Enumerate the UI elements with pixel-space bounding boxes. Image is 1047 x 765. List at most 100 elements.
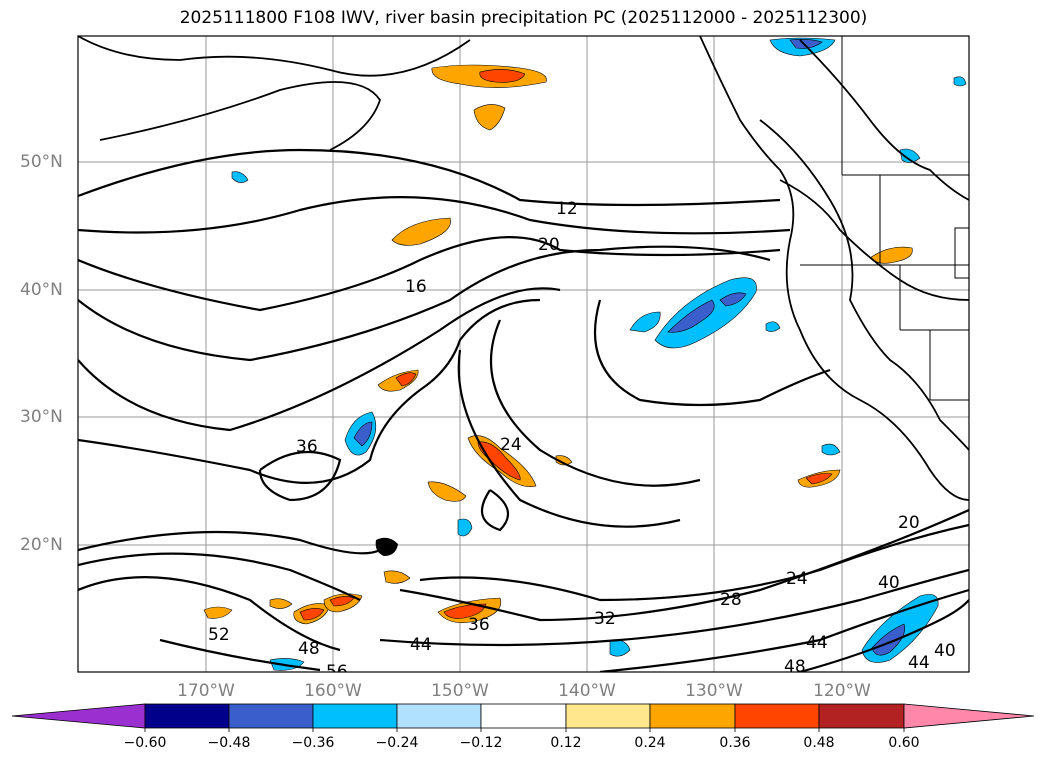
contour-label: 16 [405, 277, 427, 297]
contour-line [78, 196, 791, 235]
contour-label: 40 [934, 641, 956, 661]
contour-line [78, 236, 781, 312]
lon-label-150w: 150°W [431, 681, 489, 701]
contour-line [480, 489, 510, 532]
coastline [99, 81, 381, 151]
precip-patch [789, 39, 823, 49]
lat-label-30n: 30°N [20, 407, 63, 427]
contour-line [399, 508, 969, 622]
colorbar-segment [312, 703, 398, 729]
lon-label-140w: 140°W [558, 681, 616, 701]
precip-patch [269, 598, 293, 609]
colorbar-segment [734, 703, 820, 729]
contour-line [78, 530, 381, 555]
contour-line [593, 299, 831, 407]
lon-label-120w: 120°W [813, 681, 871, 701]
precip-patch [203, 606, 233, 619]
contour-label: 36 [296, 437, 318, 457]
map-title: 2025111800 F108 IWV, river basin precipi… [179, 8, 868, 28]
contour-label: 56 [326, 662, 348, 682]
colorbar-label: 0.24 [634, 735, 666, 751]
contour-line [457, 349, 681, 528]
colorbar-segment [565, 703, 651, 729]
colorbar-label: −0.24 [375, 735, 419, 751]
lat-label-20n: 20°N [20, 535, 63, 555]
precip-patch [299, 608, 325, 621]
lon-label-130w: 130°W [685, 681, 743, 701]
colorbar-segment [649, 703, 736, 729]
precip-patch [477, 441, 521, 481]
lon-label-170w: 170°W [177, 681, 235, 701]
precip-patch [479, 69, 526, 83]
iwv-contours [78, 148, 969, 672]
contour-label: 36 [468, 615, 490, 635]
precip-patch [765, 321, 781, 332]
colorbar-label: 0.60 [888, 735, 920, 751]
colorbar-label: 0.36 [719, 735, 751, 751]
contour-line [379, 568, 969, 647]
map-area [78, 36, 969, 672]
precip-patch [719, 292, 747, 307]
north-america-coast [78, 36, 969, 501]
precip-patch [473, 104, 506, 131]
map-frame [77, 35, 970, 673]
precip-patch [383, 570, 411, 584]
precip-patch [457, 518, 473, 537]
colorbar-label: −0.60 [123, 735, 167, 751]
colorbar-high-extend [903, 703, 1035, 729]
precip-patch [667, 299, 715, 333]
contour-line [159, 638, 321, 672]
precip-patch [805, 473, 833, 485]
precip-patch [395, 372, 417, 387]
contour-label: 20 [538, 235, 560, 255]
precip-patch [821, 443, 841, 456]
precip-patch [427, 481, 467, 502]
coastline [78, 36, 471, 77]
hawaii-island [375, 537, 398, 556]
coastline [699, 36, 969, 501]
contour-line [489, 319, 701, 487]
colorbar-label: 0.48 [803, 735, 835, 751]
precip-patch [391, 217, 451, 246]
contour-line [799, 599, 969, 672]
contour-line [419, 523, 969, 602]
precip-patch [953, 76, 967, 87]
contour-label: 28 [720, 590, 742, 610]
contour-line [78, 552, 361, 601]
contour-label: 48 [298, 639, 320, 659]
precip-patch [555, 455, 573, 466]
contour-labels: 12 20 16 36 24 20 24 28 32 36 44 48 52 5… [208, 199, 956, 682]
precip-patch [899, 148, 921, 163]
contour-line [78, 245, 771, 362]
contour-label: 48 [784, 657, 806, 677]
contour-label: 44 [410, 635, 432, 655]
precip-positive-patches [203, 64, 913, 625]
precip-patch [231, 171, 249, 183]
lat-label-50n: 50°N [20, 152, 63, 172]
colorbar-label: 0.12 [550, 735, 582, 751]
lon-label-160w: 160°W [304, 681, 362, 701]
colorbar [11, 703, 1035, 732]
colorbar-label: −0.36 [291, 735, 335, 751]
colorbar-label: −0.12 [459, 735, 503, 751]
colorbar-segment [480, 703, 567, 729]
contour-line [258, 450, 342, 502]
colorbar-label: −0.48 [207, 735, 251, 751]
precip-patch [353, 421, 373, 447]
coastline [779, 179, 969, 301]
contour-label: 44 [908, 653, 930, 673]
colorbar-segment [396, 703, 482, 729]
contour-line [78, 298, 541, 484]
contour-label: 32 [594, 609, 616, 629]
precip-patch [629, 311, 661, 333]
coastline [759, 119, 969, 451]
contour-line [78, 287, 561, 432]
precip-patch [443, 603, 487, 619]
contour-label: 20 [898, 513, 920, 533]
border-box [954, 227, 969, 279]
contour-line [78, 148, 781, 207]
contour-line [78, 576, 341, 652]
colorbar-segment [144, 703, 230, 729]
contour-label: 12 [556, 199, 578, 219]
